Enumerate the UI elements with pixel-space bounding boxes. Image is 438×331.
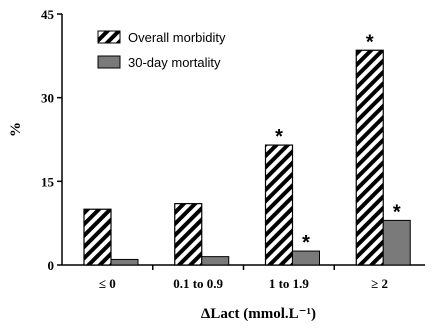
y-tick-label-30: 30 bbox=[41, 91, 54, 106]
x-tick-label-1: 0.1 to 0.9 bbox=[173, 276, 223, 291]
bar-overall-morbidity-0 bbox=[83, 208, 112, 266]
significance-star-morbidity-2: * bbox=[275, 126, 283, 148]
legend-swatch-overall-morbidity bbox=[97, 30, 121, 44]
bar-overall-morbidity-2 bbox=[264, 144, 294, 266]
y-tick-label-0: 0 bbox=[48, 258, 55, 273]
bar-overall-morbidity-1 bbox=[174, 203, 203, 266]
bar-30-day-mortality-3 bbox=[382, 219, 411, 266]
significance-star-morbidity-3: * bbox=[366, 31, 374, 53]
significance-star-mortality-2: * bbox=[302, 232, 310, 254]
bar-overall-morbidity-3 bbox=[355, 49, 384, 266]
x-tick-label-2: 1 to 1.9 bbox=[269, 276, 310, 291]
y-tick-label-15: 15 bbox=[41, 174, 55, 189]
bar-30-day-mortality-0 bbox=[110, 258, 139, 266]
x-axis-label: ΔLact (mmol.L⁻¹) bbox=[201, 306, 316, 322]
legend-swatch-30-day-mortality bbox=[97, 55, 121, 69]
significance-star-mortality-3: * bbox=[393, 201, 401, 223]
y-axis-label: % bbox=[8, 122, 24, 137]
bar-30-day-mortality-2 bbox=[292, 250, 320, 266]
x-tick-label-0: ≤ 0 bbox=[99, 276, 116, 291]
x-tick-label-3: ≥ 2 bbox=[371, 276, 388, 291]
y-tick-label-45: 45 bbox=[41, 7, 55, 22]
legend-label-30-day-mortality: 30-day mortality bbox=[128, 55, 221, 70]
bar-30-day-mortality-1 bbox=[201, 256, 230, 266]
legend-label-overall-morbidity: Overall morbidity bbox=[128, 30, 226, 45]
